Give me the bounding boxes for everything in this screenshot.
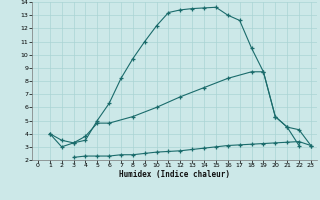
X-axis label: Humidex (Indice chaleur): Humidex (Indice chaleur) (119, 170, 230, 179)
